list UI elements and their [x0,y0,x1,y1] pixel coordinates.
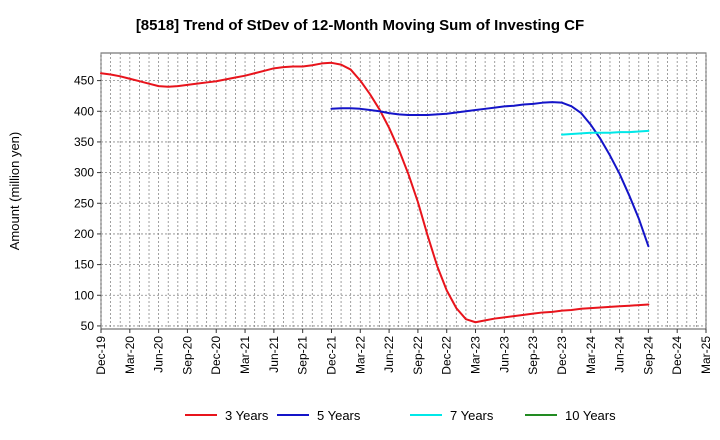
y-tick-label: 350 [74,135,94,149]
y-tick-label: 450 [74,74,94,88]
x-tick-label: Mar-24 [584,336,598,374]
x-tick-label: Sep-22 [411,336,425,375]
legend-label-3-years: 3 Years [225,408,269,423]
x-tick-label: Dec-23 [555,336,569,375]
y-tick-label: 250 [74,196,94,210]
y-tick-label: 200 [74,227,94,241]
series-lines [100,61,650,324]
y-tick-label: 400 [74,104,94,118]
y-tick-label: 150 [74,258,94,272]
x-tick-label: Mar-23 [469,336,483,374]
x-tick-label: Sep-24 [641,336,655,375]
x-tick-label: Jun-23 [497,336,511,373]
x-tick-label: Jun-20 [152,336,166,373]
y-tick-label: 300 [74,166,94,180]
x-tick-label: Mar-25 [699,336,713,374]
plot-frame [100,52,707,330]
legend: 3 Years 5 Years 7 Years 10 Years [185,408,616,423]
x-tick-label: Dec-19 [94,336,108,375]
series-line-7-years [560,129,650,136]
x-tick-label: Dec-24 [670,336,684,375]
plot-area [100,52,707,330]
y-tick-label: 100 [74,288,94,302]
y-axis-title: Amount (million yen) [7,132,22,251]
x-tick-label: Jun-24 [613,336,627,373]
x-tick-label: Jun-21 [267,336,281,373]
x-tick-label: Dec-21 [324,336,338,375]
chart-title: [8518] Trend of StDev of 12-Month Moving… [136,17,584,34]
x-axis: Dec-19 Mar-20 Jun-20 Sep-20 Dec-20 Mar-21 Jun-… [94,329,713,375]
x-tick-label: Sep-23 [526,336,540,375]
x-tick-label: Dec-20 [209,336,223,375]
x-tick-label: Mar-22 [353,336,367,374]
x-tick-label: Mar-21 [238,336,252,374]
y-axis: 50 100 150 200 250 300 350 400 450 [74,74,101,333]
x-tick-label: Sep-20 [180,336,194,375]
series-line-3-years [100,61,650,324]
legend-label-7-years: 7 Years [450,408,494,423]
legend-label-5-years: 5 Years [317,408,361,423]
legend-label-10-years: 10 Years [565,408,616,423]
x-tick-label: Mar-20 [123,336,137,374]
x-tick-label: Jun-22 [382,336,396,373]
y-tick-label: 50 [81,319,95,333]
x-tick-label: Dec-22 [440,336,454,375]
grid [100,53,707,329]
x-tick-label: Sep-21 [296,336,310,375]
